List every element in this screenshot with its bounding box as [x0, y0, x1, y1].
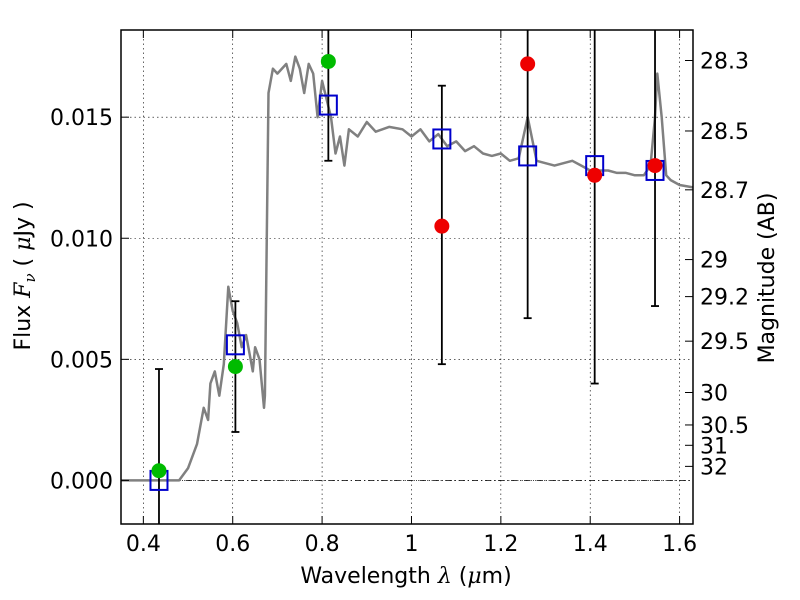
- right-tick-label: 28.5: [700, 120, 749, 145]
- y-axis-label: Flux Fν ( μJy ): [11, 201, 39, 350]
- right-tick-label: 30: [700, 382, 728, 407]
- y-tick-label: 0.015: [50, 106, 113, 131]
- y-axis-label-right: Magnitude (AB): [755, 193, 780, 364]
- non-detection-point: [587, 167, 603, 183]
- non-detection-point: [434, 218, 450, 234]
- y-tick-label: 0.000: [50, 469, 113, 494]
- x-tick-label: 0.4: [126, 532, 161, 557]
- x-axis-label: Wavelength λ (μm): [300, 564, 511, 589]
- detection-point: [151, 463, 167, 479]
- y-axis-left: 0.000 0.005 0.010 0.015: [50, 106, 129, 494]
- detection-point: [320, 53, 336, 69]
- x-tick-label: 0.8: [305, 532, 340, 557]
- right-tick-label: 29: [700, 249, 728, 274]
- x-tick-label: 1.6: [662, 532, 697, 557]
- x-axis: 0.4 0.6 0.8 1 1.2 1.4 1.6: [126, 30, 697, 557]
- model-photometry-point: [432, 128, 452, 150]
- right-tick-label: 28.7: [700, 179, 749, 204]
- x-tick-label: 1: [404, 532, 418, 557]
- non-detection-point: [647, 158, 663, 174]
- right-tick-label: 29.2: [700, 286, 749, 311]
- plot-frame: [120, 29, 694, 525]
- plot-area: [121, 30, 694, 524]
- model-photometry-point: [225, 334, 245, 356]
- right-tick-label: 30.5: [700, 414, 749, 439]
- model-photometry-point: [518, 145, 538, 167]
- model-photometry-point: [318, 94, 338, 116]
- detection-point: [227, 359, 243, 375]
- non-detection-point: [520, 56, 536, 72]
- right-tick-label: 28.3: [700, 50, 749, 75]
- y-tick-label: 0.010: [50, 227, 113, 252]
- x-tick-label: 0.6: [215, 532, 250, 557]
- x-tick-label: 1.2: [483, 532, 518, 557]
- right-tick-label: 31: [700, 434, 728, 459]
- x-tick-label: 1.4: [573, 532, 608, 557]
- y-tick-label: 0.005: [50, 348, 113, 373]
- sed-line: [121, 55, 694, 482]
- right-tick-label: 32: [700, 455, 728, 480]
- right-tick-label: 29.5: [700, 330, 749, 355]
- grid: [121, 30, 693, 524]
